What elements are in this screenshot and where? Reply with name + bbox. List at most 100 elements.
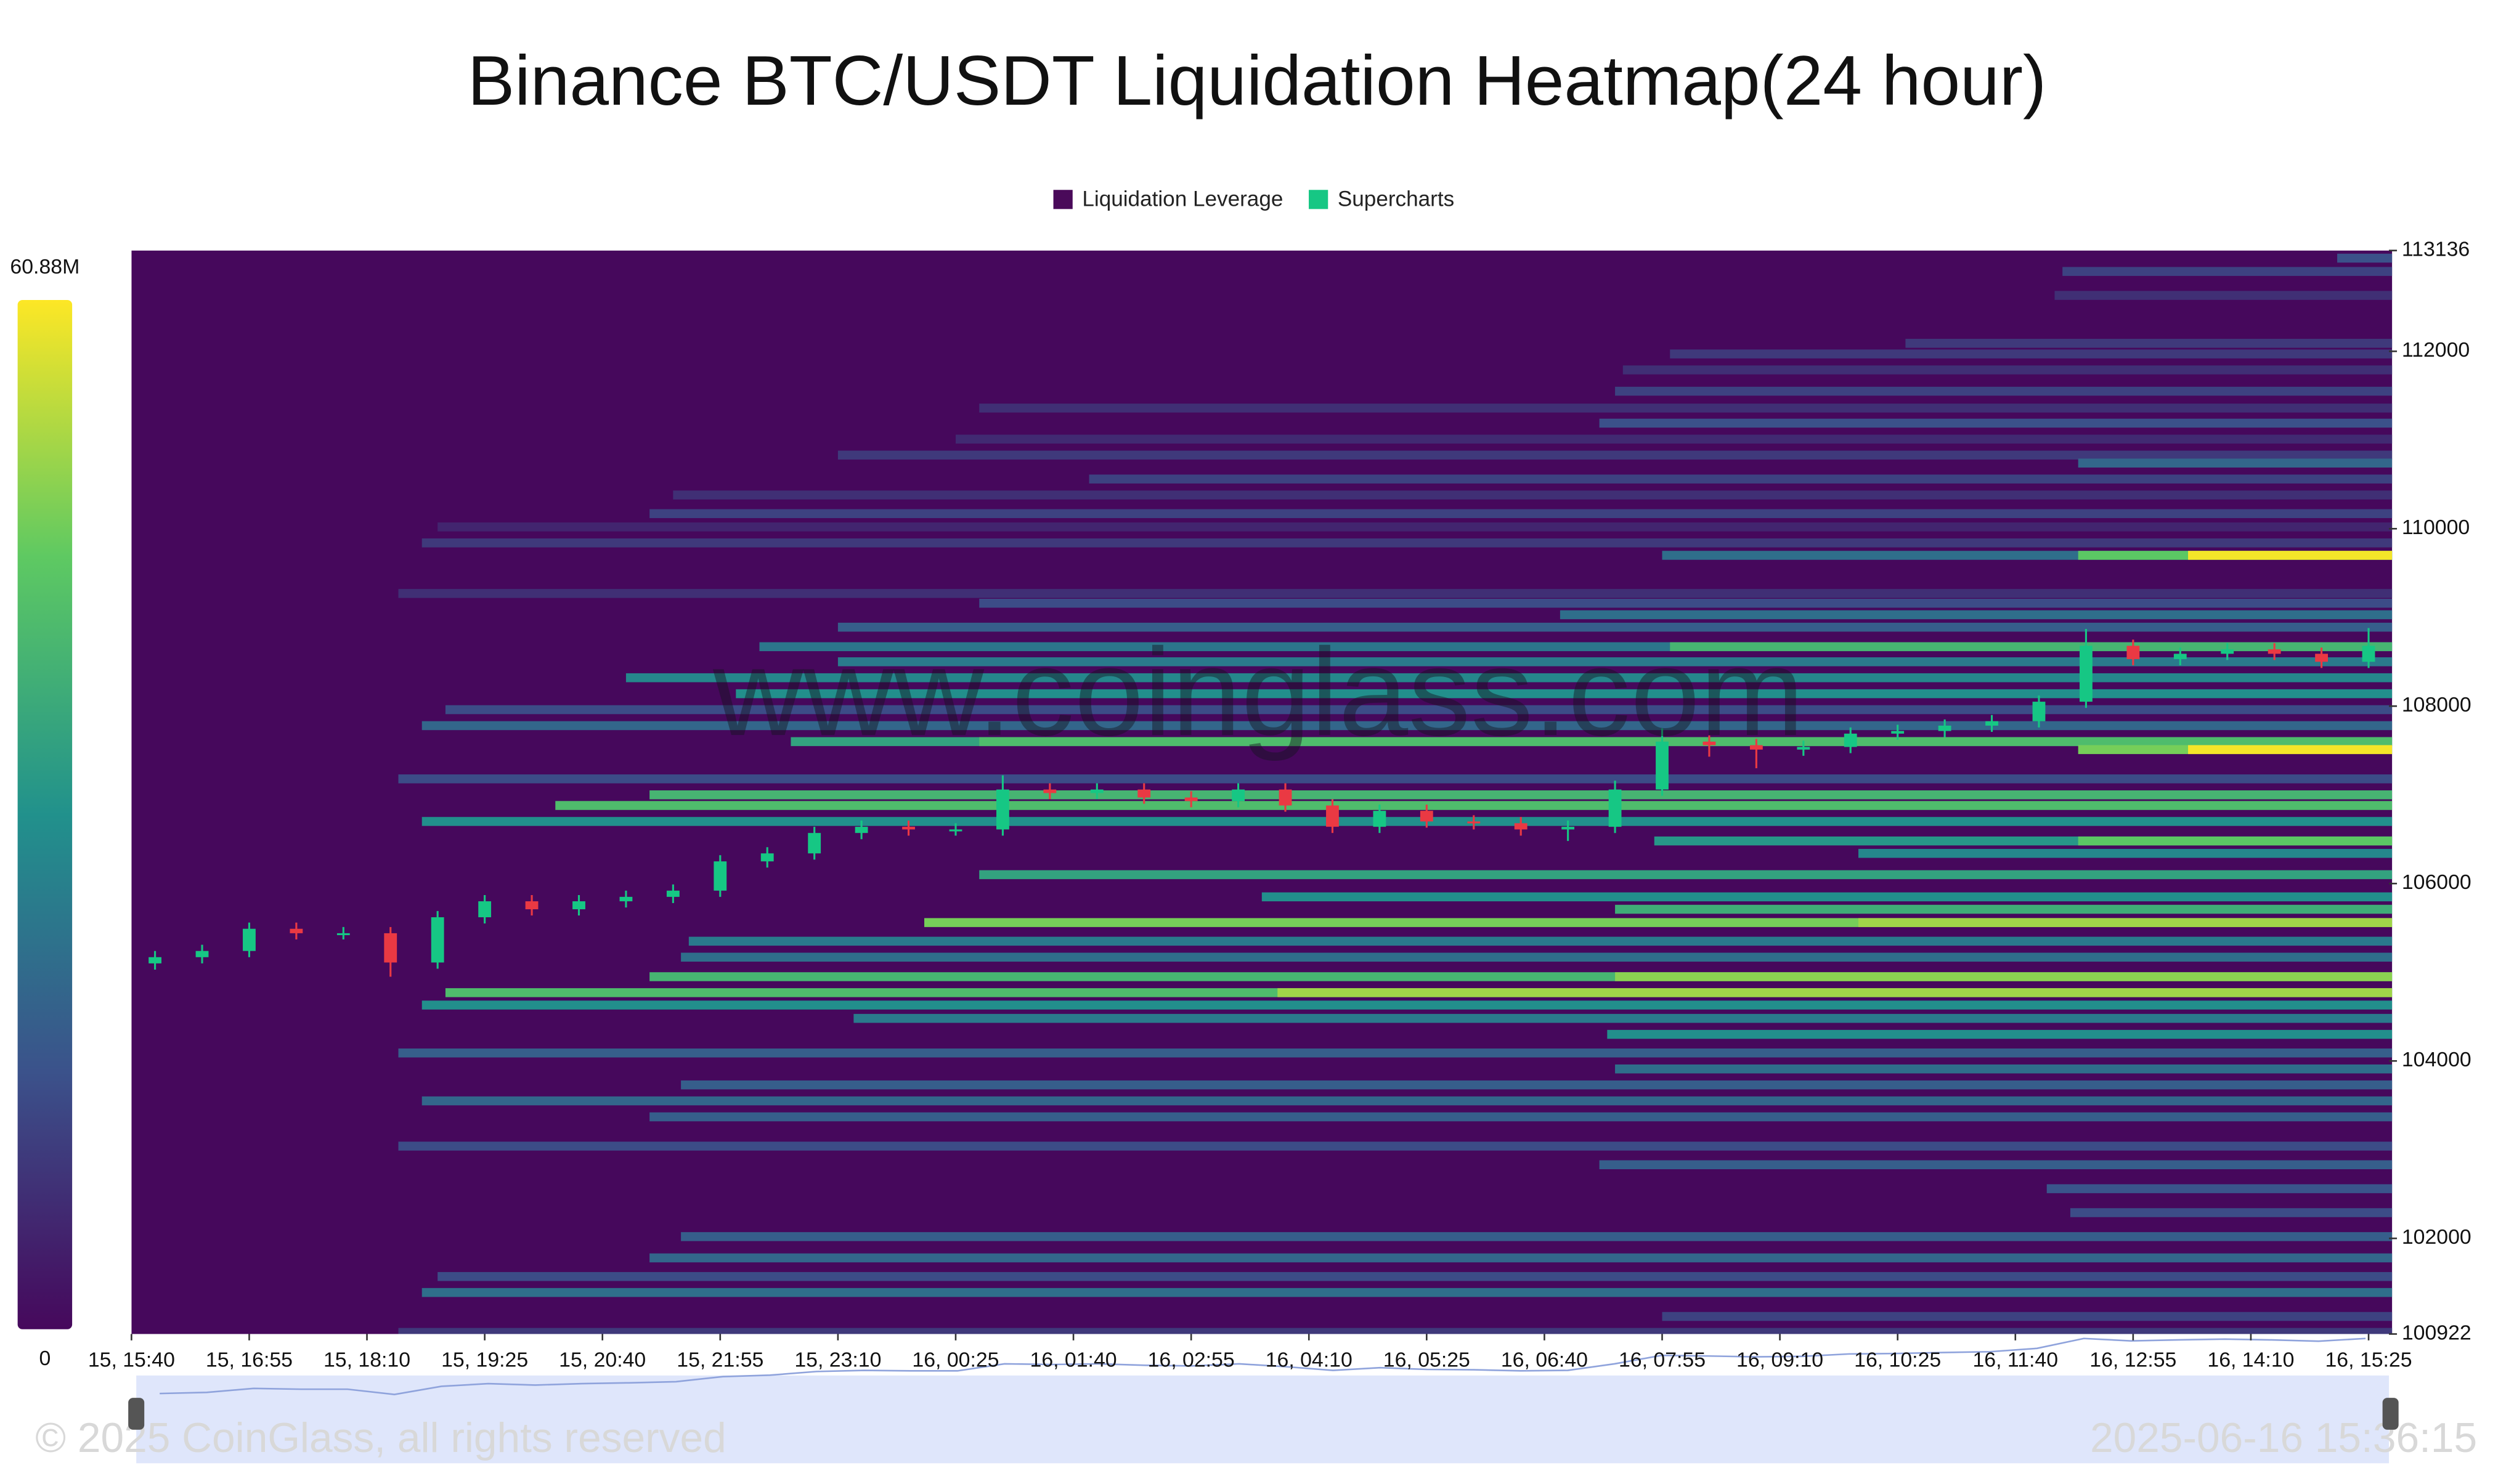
x-tick-label: 15, 18:10 xyxy=(323,1348,410,1372)
heat-band xyxy=(1599,418,2393,428)
navigator-line xyxy=(160,1337,2366,1395)
candle-body xyxy=(572,901,585,910)
x-tick-label: 16, 09:10 xyxy=(1736,1348,1823,1372)
heat-band xyxy=(2078,836,2393,846)
heat-band xyxy=(979,870,2393,880)
y-tick-label: 112000 xyxy=(2402,338,2470,362)
heat-band xyxy=(1858,918,2393,927)
candle-body xyxy=(1514,823,1528,830)
heat-band xyxy=(649,509,2393,519)
x-tick-label: 16, 12:55 xyxy=(2089,1348,2176,1372)
candle-body xyxy=(1184,797,1198,801)
candle-body xyxy=(2221,649,2234,654)
heat-band xyxy=(421,538,2393,548)
y-tick-label: 108000 xyxy=(2402,693,2471,716)
legend-swatch xyxy=(1309,190,1328,209)
x-tick-label: 16, 06:40 xyxy=(1501,1348,1588,1372)
heat-band xyxy=(1858,849,2393,858)
candle-body xyxy=(1656,741,1669,790)
candle-body xyxy=(243,928,256,951)
y-tick-label: 106000 xyxy=(2402,870,2471,894)
heat-band xyxy=(955,434,2393,444)
footer-timestamp: 2025-06-16 15:36:15 xyxy=(2090,1415,2477,1461)
navigator xyxy=(136,1375,2390,1464)
candle-body xyxy=(714,861,727,891)
footer-copyright: © 2025 CoinGlass, all rights reserved xyxy=(35,1415,726,1461)
candle-body xyxy=(1420,811,1433,822)
x-tick-label: 15, 19:25 xyxy=(441,1348,528,1372)
colorbar-label: 0 xyxy=(39,1347,51,1370)
heat-band xyxy=(1615,972,2393,981)
heat-band xyxy=(555,801,2393,810)
x-tick-label: 15, 15:40 xyxy=(88,1348,175,1372)
heat-band xyxy=(673,490,2393,500)
heat-band xyxy=(421,817,2393,826)
heat-band xyxy=(1905,339,2393,348)
candle-body xyxy=(2173,654,2187,659)
x-tick-label: 16, 01:40 xyxy=(1030,1348,1117,1372)
heat-band xyxy=(398,589,2393,598)
heat-band xyxy=(445,705,2393,715)
heat-band xyxy=(421,721,2393,731)
heat-band xyxy=(1089,474,2393,484)
heat-band xyxy=(1615,1064,2393,1074)
x-tick-label: 15, 21:55 xyxy=(677,1348,763,1372)
colorbar xyxy=(17,299,73,1329)
heat-band xyxy=(688,936,2393,946)
heat-band xyxy=(2054,291,2393,300)
x-tick-label: 16, 10:25 xyxy=(1854,1348,1941,1372)
heatmap xyxy=(131,250,2393,1334)
heat-band xyxy=(681,1232,2393,1241)
heat-band xyxy=(1615,904,2393,914)
heat-band xyxy=(437,1271,2393,1281)
candle-body xyxy=(431,917,444,963)
candle-body xyxy=(2032,702,2046,721)
heat-band xyxy=(649,1112,2393,1122)
colorbar-label: 60.88M xyxy=(10,255,79,278)
candle-body xyxy=(1844,733,1857,747)
candle-body xyxy=(1608,789,1622,827)
heat-band xyxy=(2062,267,2393,276)
candle-body xyxy=(760,853,774,862)
navigator-handle[interactable] xyxy=(128,1398,145,1430)
heat-band xyxy=(2070,1208,2393,1217)
x-tick-label: 16, 04:10 xyxy=(1266,1348,1353,1372)
x-tick-label: 16, 14:10 xyxy=(2207,1348,2294,1372)
y-tick-label: 100922 xyxy=(2402,1321,2471,1344)
candle-body xyxy=(478,901,492,917)
heat-band xyxy=(1670,642,2393,652)
candle-body xyxy=(666,890,680,897)
x-tick-label: 16, 07:55 xyxy=(1619,1348,1706,1372)
heat-band xyxy=(2188,551,2393,560)
x-tick-label: 16, 05:25 xyxy=(1383,1348,1470,1372)
x-tick-label: 16, 15:25 xyxy=(2325,1348,2412,1372)
heat-band xyxy=(837,657,2393,667)
candle-body xyxy=(525,901,539,910)
candle-body xyxy=(1467,821,1481,824)
candle-body xyxy=(2268,649,2281,654)
heat-band xyxy=(421,1000,2393,1010)
candle-body xyxy=(290,928,303,933)
heat-band xyxy=(2078,458,2393,468)
heat-band xyxy=(979,403,2393,413)
x-tick-label: 15, 20:40 xyxy=(559,1348,646,1372)
heat-band xyxy=(853,1013,2393,1023)
heat-band xyxy=(1261,892,2393,902)
candle-body xyxy=(1326,805,1339,827)
candle-body xyxy=(996,789,1009,830)
navigator-handle[interactable] xyxy=(2382,1398,2399,1430)
x-tick-label: 16, 00:25 xyxy=(912,1348,999,1372)
heat-band xyxy=(2046,1184,2393,1193)
heat-band xyxy=(979,598,2393,608)
candle-body xyxy=(808,833,821,854)
x-tick-label: 15, 23:10 xyxy=(794,1348,881,1372)
candle-body xyxy=(1232,789,1245,801)
y-tick-label: 102000 xyxy=(2402,1225,2471,1249)
candle-body xyxy=(1561,827,1575,830)
candle-body xyxy=(1279,789,1292,806)
heat-band xyxy=(421,1287,2393,1297)
heat-band xyxy=(736,689,2393,699)
candle-body xyxy=(2126,646,2140,659)
